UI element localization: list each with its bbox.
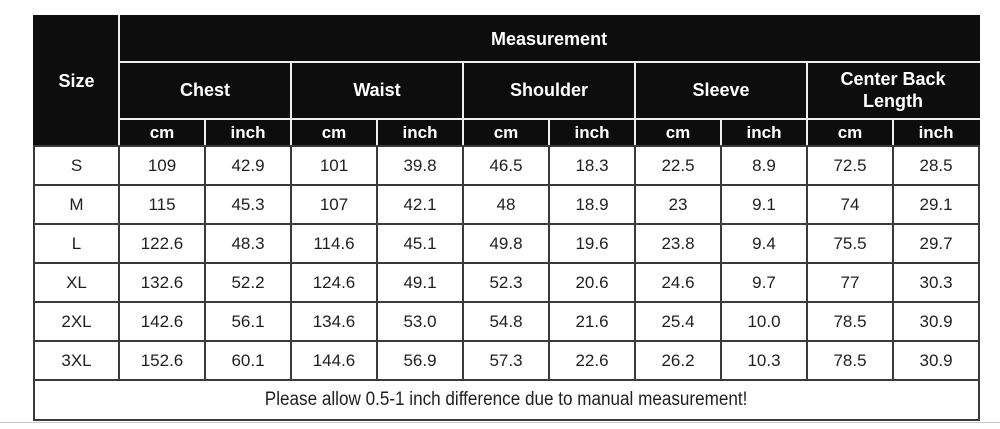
measurement-cell: 57.3 [462, 340, 550, 381]
measurement-cell: 9.1 [720, 184, 808, 225]
measurement-cell: 101 [290, 145, 378, 186]
measurement-cell: 56.1 [204, 301, 292, 342]
measurement-cell: 49.1 [376, 262, 464, 303]
measurement-cell: 60.1 [204, 340, 292, 381]
measurement-cell: 23.8 [634, 223, 722, 264]
measurement-header: Measurement [117, 15, 981, 63]
measurement-cell: 23 [634, 184, 722, 225]
measurement-cell: 29.1 [891, 184, 981, 225]
measurement-cell: 114.6 [290, 223, 378, 264]
measurement-cell: 30.3 [891, 262, 981, 303]
unit-header-chest-cm: cm [118, 118, 206, 147]
category-header-row: Chest Waist Shoulder Sleeve Center Back … [34, 61, 981, 120]
measurement-cell: 21.6 [548, 301, 636, 342]
size-row-label: L [33, 223, 120, 264]
measurement-cell: 115 [118, 184, 206, 225]
measurement-cell: 22.6 [548, 340, 636, 381]
unit-header-shoulder-cm: cm [462, 118, 550, 147]
measurement-cell: 28.5 [891, 145, 981, 186]
footer-row: Please allow 0.5-1 inch difference due t… [32, 379, 981, 421]
footer-note-text: Please allow 0.5-1 inch difference due t… [265, 389, 748, 410]
measurement-cell: 48.3 [204, 223, 292, 264]
size-column-header: Size [33, 15, 120, 147]
measurement-cell: 18.3 [548, 145, 636, 186]
measurement-cell: 49.8 [462, 223, 550, 264]
measurement-cell: 20.6 [548, 262, 636, 303]
measurement-cell: 18.9 [548, 184, 636, 225]
measurement-cell: 107 [290, 184, 378, 225]
measurement-cell: 52.2 [204, 262, 292, 303]
unit-header-sleeve-cm: cm [634, 118, 722, 147]
measurement-cell: 9.4 [720, 223, 808, 264]
measurement-cell: 152.6 [118, 340, 206, 381]
measurement-cell: 56.9 [376, 340, 464, 381]
size-row-label: XL [33, 262, 120, 303]
measurement-cell: 134.6 [290, 301, 378, 342]
size-chart-table: Size Measurement Chest Waist Shoulder Sl… [32, 15, 981, 421]
measurement-cell: 144.6 [290, 340, 378, 381]
measurement-cell: 54.8 [462, 301, 550, 342]
table-row: 3XL 152.6 60.1 144.6 56.9 57.3 22.6 26.2 10.3 78.… [33, 340, 981, 381]
measurement-cell: 53.0 [376, 301, 464, 342]
measurement-cell: 42.9 [204, 145, 292, 186]
measurement-cell: 48 [462, 184, 550, 225]
measurement-cell: 25.4 [634, 301, 722, 342]
table-row: S 109 42.9 101 39.8 46.5 18.3 22.5 8.9 72.5 28.5 [33, 145, 981, 186]
unit-header-row: cm inch cm inch cm inch cm inch cm inch [34, 118, 981, 147]
measurement-cell: 9.7 [720, 262, 808, 303]
size-row-label: M [33, 184, 120, 225]
category-header-waist: Waist [290, 61, 464, 120]
measurement-cell: 122.6 [118, 223, 206, 264]
bottom-divider [0, 422, 1000, 423]
footer-note-cell: Please allow 0.5-1 inch difference due t… [32, 379, 981, 421]
measurement-cell: 74 [806, 184, 894, 225]
measurement-cell: 39.8 [376, 145, 464, 186]
category-header-sleeve: Sleeve [634, 61, 808, 120]
unit-header-cbl-inch: inch [891, 118, 981, 147]
measurement-cell: 42.1 [376, 184, 464, 225]
measurement-cell: 72.5 [806, 145, 894, 186]
measurement-cell: 124.6 [290, 262, 378, 303]
measurement-cell: 142.6 [118, 301, 206, 342]
measurement-cell: 75.5 [806, 223, 894, 264]
measurement-cell: 45.3 [204, 184, 292, 225]
category-header-shoulder: Shoulder [462, 61, 636, 120]
unit-header-chest-inch: inch [204, 118, 292, 147]
size-row-label: 3XL [33, 340, 120, 381]
measurement-cell: 45.1 [376, 223, 464, 264]
table-row: M 115 45.3 107 42.1 48 18.9 23 9.1 74 29.1 [33, 184, 981, 225]
table-row: 2XL 142.6 56.1 134.6 53.0 54.8 21.6 25.4 10.0 78.… [33, 301, 981, 342]
unit-header-sleeve-inch: inch [720, 118, 808, 147]
measurement-cell: 29.7 [891, 223, 981, 264]
measurement-cell: 24.6 [634, 262, 722, 303]
measurement-header-row: Size Measurement [33, 15, 981, 147]
measurement-cell: 30.9 [891, 340, 981, 381]
measurement-cell: 10.3 [720, 340, 808, 381]
measurement-cell: 132.6 [118, 262, 206, 303]
measurement-cell: 77 [806, 262, 894, 303]
measurement-cell: 52.3 [462, 262, 550, 303]
measurement-cell: 46.5 [462, 145, 550, 186]
unit-header-waist-inch: inch [376, 118, 464, 147]
unit-header-waist-cm: cm [290, 118, 378, 147]
table-row: L 122.6 48.3 114.6 45.1 49.8 19.6 23.8 9.4 75.5 29… [33, 223, 981, 264]
unit-header-cbl-cm: cm [806, 118, 894, 147]
measurement-cell: 78.5 [806, 340, 894, 381]
measurement-cell: 109 [118, 145, 206, 186]
size-row-label: S [33, 145, 120, 186]
table-row: XL 132.6 52.2 124.6 49.1 52.3 20.6 24.6 9.7 77 30.… [33, 262, 981, 303]
measurement-cell: 30.9 [891, 301, 981, 342]
measurement-cell: 10.0 [720, 301, 808, 342]
measurement-cell: 8.9 [720, 145, 808, 186]
category-header-chest: Chest [118, 61, 292, 120]
measurement-cell: 78.5 [806, 301, 894, 342]
category-header-center-back-length: Center Back Length [805, 61, 981, 120]
size-row-label: 2XL [33, 301, 120, 342]
measurement-cell: 19.6 [548, 223, 636, 264]
unit-header-shoulder-inch: inch [548, 118, 636, 147]
measurement-cell: 26.2 [634, 340, 722, 381]
measurement-cell: 22.5 [634, 145, 722, 186]
